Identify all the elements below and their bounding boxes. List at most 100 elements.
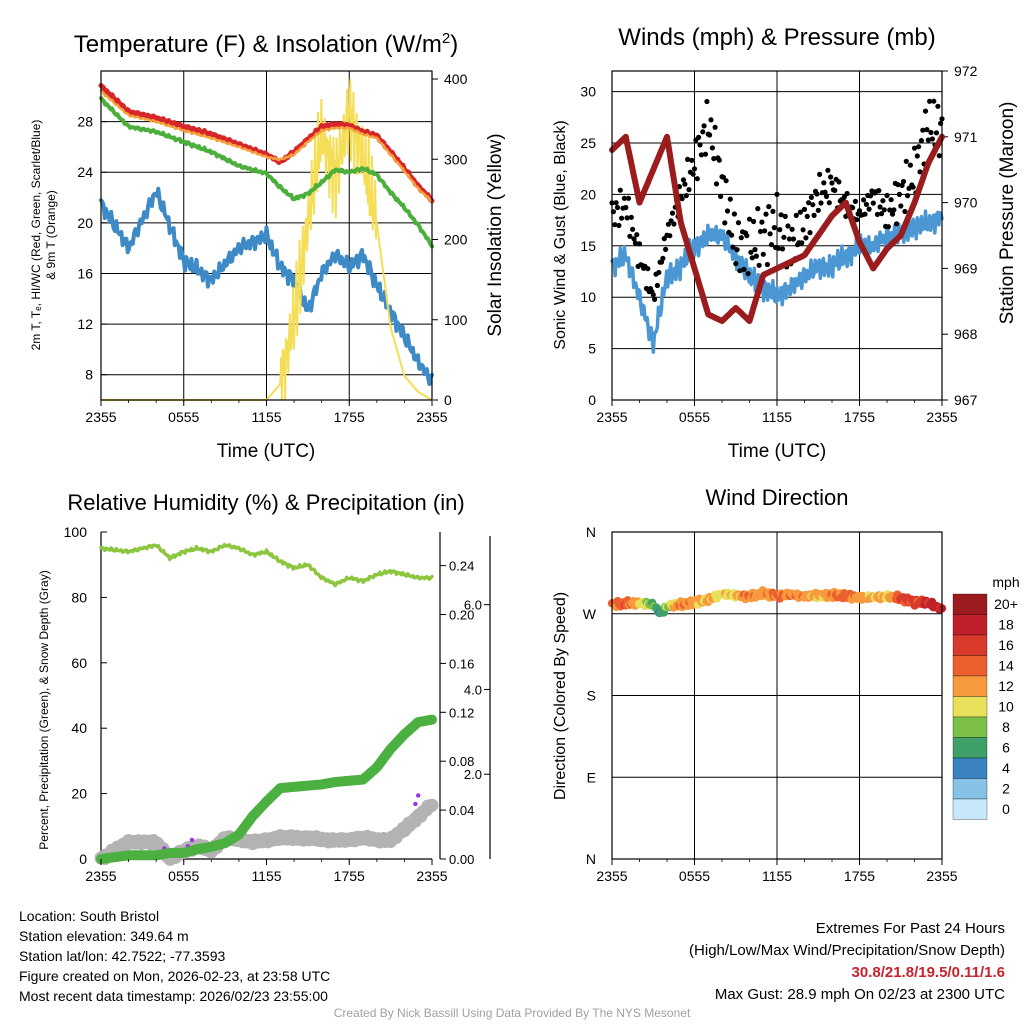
humidity-x-tick-label: 2355 [85, 868, 116, 884]
gust-point [922, 108, 929, 114]
gust-point [613, 200, 619, 206]
gust-point [785, 223, 791, 229]
gust-point [757, 228, 764, 235]
gust-point [621, 195, 628, 201]
snow-purple-mark [413, 801, 418, 807]
snow-axis-tick-label: 6.0 [464, 598, 482, 613]
winds-y-left-label: Sonic Wind & Gust (Blue, Black) [552, 120, 569, 349]
temperature-y-left-label-line2: & 9m T (Orange) [44, 190, 58, 280]
gust-point [628, 214, 634, 220]
gust-point [753, 253, 760, 259]
gust-point [696, 134, 702, 140]
snow-purple-mark [416, 793, 421, 798]
humidity-y-left-label: Percent, Precipitation (Green), & Snow D… [37, 570, 51, 849]
gust-point [793, 212, 799, 218]
gust-point [810, 202, 816, 208]
gust-point [929, 136, 936, 142]
gust-point [741, 266, 747, 272]
gust-point [902, 208, 908, 215]
temperature-x-label: Time (UTC) [217, 441, 316, 462]
temperature-title-text: Temperature (F) & Insolation (W/m [74, 31, 442, 58]
gust-point [933, 130, 940, 136]
gust-point [925, 137, 931, 143]
gust-point [877, 204, 883, 210]
gust-point [826, 200, 832, 206]
precipitation-line [96, 714, 437, 864]
gust-point [735, 220, 742, 226]
gust-point [778, 212, 784, 218]
gust-point [928, 129, 934, 136]
gust-point [683, 193, 689, 199]
gust-point [627, 233, 633, 239]
winds-y-right-tick-label: 970 [954, 195, 978, 211]
winds-y-left-tick-label: 5 [588, 341, 596, 357]
temperature-y-left-tick-label: 8 [85, 367, 93, 383]
gust-point [748, 249, 754, 255]
gust-point [884, 192, 890, 199]
gust-point [663, 246, 669, 252]
gust-point [782, 213, 788, 219]
humidity-y-left-tick-label: 0 [79, 851, 87, 867]
gust-point [723, 178, 729, 184]
precip-axis-tick-label: 0.08 [449, 754, 474, 769]
gust-point [803, 235, 809, 241]
credit-line: Created By Nick Bassill Using Data Provi… [333, 1006, 691, 1020]
gust-point [891, 207, 897, 213]
legend-swatch [952, 716, 988, 738]
precip-axis-tick-label: 0.00 [449, 852, 474, 867]
gust-point [832, 187, 838, 193]
gust-point [774, 191, 780, 197]
gust-point [905, 193, 911, 199]
humidity-panel: Relative Humidity (%) & Precipitation (i… [37, 490, 491, 884]
direction-y-tick-label: E [587, 769, 596, 785]
gust-point [881, 207, 887, 213]
gust-point [616, 222, 622, 229]
gust-point [704, 98, 710, 105]
legend-label: 14 [998, 658, 1014, 674]
legend-swatch [952, 614, 988, 636]
gust-point [768, 242, 775, 248]
winds-x-label: Time (UTC) [728, 441, 827, 462]
gust-point [737, 268, 743, 274]
temperature-9m-line [99, 89, 434, 204]
gust-point [759, 219, 765, 225]
gust-point [814, 191, 820, 197]
gust-point [720, 174, 727, 180]
legend-swatch [952, 757, 988, 779]
winds-y-left-tick-label: 0 [588, 392, 596, 408]
gust-point [806, 200, 812, 206]
winds-y-right-tick-label: 967 [954, 392, 978, 408]
gust-point [856, 208, 863, 214]
temperature-y-right-tick-label: 400 [444, 71, 468, 87]
gust-point [911, 145, 918, 151]
gust-point [697, 142, 703, 148]
gust-point [671, 221, 677, 227]
extremes-title: Extremes For Past 24 Hours [815, 920, 1005, 937]
temperature-x-tick-label: 1755 [334, 409, 365, 425]
gust-point [751, 218, 757, 225]
gust-point [836, 179, 842, 185]
temperature-y-left-tick-label: 12 [77, 316, 93, 332]
temperature-x-tick-label: 2355 [416, 409, 447, 425]
gust-point [713, 181, 720, 187]
legend-label: 0 [1002, 801, 1010, 817]
gust-point [614, 204, 621, 211]
gust-point [862, 211, 868, 217]
temperature-y-right-tick-label: 100 [444, 312, 468, 328]
gust-point [804, 213, 810, 219]
gust-point [844, 190, 850, 197]
gust-point [775, 245, 782, 251]
temperature-panel: Temperature (F) & Insolation (W/m2) 8 12 16… [29, 30, 506, 462]
winds-panel: Winds (mph) & Pressure (mb) 0 5 10 15 20 25 30 9… [552, 24, 1018, 462]
temperature-y-left-tick-label: 16 [77, 265, 93, 281]
winds-x-tick-label: 0555 [679, 409, 710, 425]
gust-point [660, 255, 666, 261]
gust-point [763, 211, 769, 217]
gust-point [828, 174, 834, 180]
gust-point [779, 246, 786, 252]
gust-point [797, 209, 804, 215]
winds-x-tick-label: 2355 [926, 409, 957, 425]
gust-point [707, 132, 713, 138]
